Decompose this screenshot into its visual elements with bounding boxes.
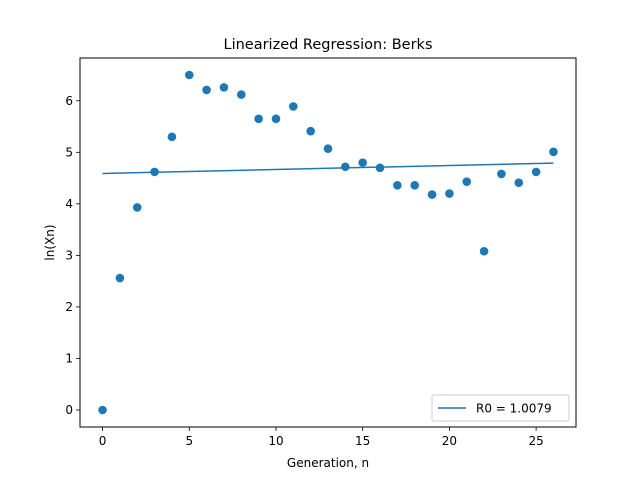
x-tick-label: 15	[355, 434, 370, 448]
data-point	[393, 180, 402, 190]
y-tick-label: 0	[65, 403, 73, 417]
y-axis: 0 1 2 3 4 5 6	[65, 94, 80, 417]
data-point	[375, 163, 385, 173]
y-tick-label: 2	[65, 300, 73, 314]
data-point	[497, 169, 506, 179]
fit-line-layer	[102, 162, 554, 175]
data-point	[150, 167, 159, 177]
y-tick-label: 3	[65, 249, 73, 263]
x-axis: 0 5 10 15 20 25	[99, 427, 544, 448]
data-point	[202, 85, 211, 95]
data-point	[236, 90, 246, 99]
data-point	[132, 203, 142, 212]
data-point	[115, 273, 125, 283]
data-point	[254, 114, 263, 124]
y-tick-label: 6	[65, 94, 73, 108]
x-tick-label: 5	[185, 434, 193, 448]
data-point	[98, 405, 107, 415]
legend-box	[431, 394, 570, 422]
x-tick-label: 20	[442, 434, 457, 448]
plot-area	[79, 57, 577, 428]
points-layer	[98, 70, 558, 415]
chart-title: Linearized Regression: Berks	[223, 37, 432, 53]
data-point	[410, 180, 420, 190]
y-axis-label: ln(Xn)	[43, 224, 57, 260]
data-point	[479, 246, 489, 256]
data-point	[514, 178, 524, 188]
y-tick-label: 4	[65, 197, 73, 211]
data-point	[306, 126, 315, 136]
x-tick-label: 0	[99, 434, 107, 448]
data-point	[531, 167, 541, 177]
x-tick-label: 25	[528, 434, 543, 448]
data-point	[427, 190, 437, 199]
legend-label: R0 = 1.0079	[476, 402, 552, 416]
data-point	[184, 70, 194, 80]
data-point	[358, 158, 367, 167]
data-point	[445, 189, 454, 198]
regression-fit-line	[102, 162, 554, 175]
data-point	[289, 102, 298, 111]
data-point	[462, 177, 472, 186]
x-tick-label: 10	[268, 434, 283, 448]
plot-frame	[79, 57, 577, 428]
data-point	[341, 162, 350, 172]
y-tick-label: 1	[65, 352, 73, 366]
data-point	[219, 83, 229, 92]
data-point	[323, 144, 333, 154]
x-axis-label: Generation, n	[287, 456, 369, 470]
y-tick-label: 5	[65, 146, 73, 160]
data-point	[167, 132, 177, 142]
data-point	[549, 147, 558, 157]
data-point	[271, 114, 281, 124]
legend: R0 = 1.0079	[431, 394, 570, 422]
